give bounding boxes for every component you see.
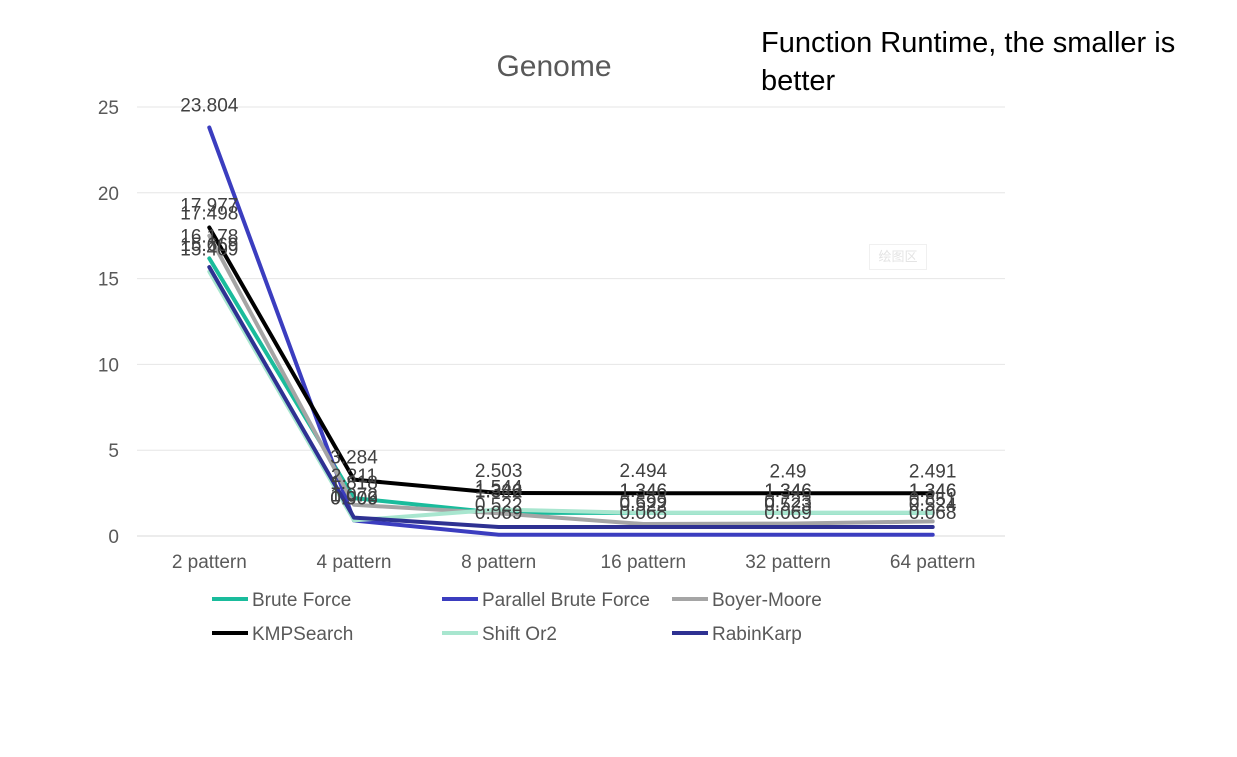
legend-label: KMPSearch (252, 624, 354, 645)
legend-label: RabinKarp (712, 624, 802, 645)
legend-swatch (672, 596, 708, 601)
data-label: 1.346 (909, 481, 957, 502)
data-label: 1.544 (475, 478, 523, 499)
data-label: 1.322 (475, 481, 523, 502)
data-label: 0.851 (909, 489, 957, 510)
legend-swatch (442, 630, 478, 635)
y-tick-label: 25 (98, 98, 119, 119)
series-line-kmpsearch (207, 225, 935, 496)
x-tick-label: 64 pattern (890, 552, 976, 573)
data-label: 16.178 (180, 226, 238, 247)
legend-swatch (442, 596, 478, 601)
chart-title: Genome (496, 50, 611, 83)
legend-item[interactable]: Parallel Brute Force (442, 588, 650, 614)
y-tick-label: 5 (108, 441, 119, 462)
data-labels: 16.178 2.211 1.346 1.346 1.346 1.346 23.804 0.9… (180, 96, 957, 524)
data-label: 2.503 (475, 461, 523, 482)
data-label: 0.069 (764, 503, 812, 524)
data-label: 1.072 (330, 486, 378, 507)
data-label: 1.818 (330, 473, 378, 494)
legend-label: Brute Force (252, 590, 352, 611)
x-tick-label: 8 pattern (461, 552, 536, 573)
legend-swatch (212, 596, 248, 601)
y-tick-label: 15 (98, 270, 119, 291)
data-label: 1.346 (764, 481, 812, 502)
data-label: 0.522 (475, 495, 523, 516)
data-label: 17.498 (180, 204, 238, 225)
data-label: 2.49 (770, 461, 807, 482)
series-lines (207, 125, 935, 537)
gridlines (137, 106, 1005, 537)
legend-item[interactable]: Brute Force (212, 588, 351, 614)
data-label: 1.346 (620, 481, 668, 502)
legend-swatch (672, 630, 708, 635)
series-line-boyer-moore (207, 233, 935, 526)
data-label: 0.524 (909, 495, 957, 516)
data-label: 17.977 (180, 196, 238, 217)
data-label: 0.522 (620, 495, 668, 516)
data-label: 0.068 (909, 503, 957, 524)
legend-item[interactable]: Shift Or2 (442, 622, 557, 648)
series-line-rabinkarp (207, 265, 935, 529)
data-label: 1.346 (620, 481, 668, 502)
data-label: 2.491 (909, 461, 957, 482)
data-label: 0.523 (764, 495, 812, 516)
y-tick-label: 10 (98, 355, 119, 376)
plot-area-badge: 绘图区 (869, 244, 927, 270)
legend-label: Shift Or2 (482, 624, 557, 645)
data-label: 0.906 (330, 488, 378, 509)
data-label: 1.346 (764, 481, 812, 502)
x-tick-label: 32 pattern (745, 552, 831, 573)
legend-item[interactable]: RabinKarp (672, 622, 802, 648)
data-label: 1.346 (475, 481, 523, 502)
data-label: 0.723 (764, 492, 812, 513)
data-label: 0.909 (330, 488, 378, 509)
legend-item[interactable]: Boyer-Moore (672, 588, 822, 614)
x-axis-ticks: 2 pattern 4 pattern 8 pattern 16 pattern 32 … (172, 552, 976, 573)
y-axis-ticks: 0 5 10 15 20 25 (98, 98, 119, 548)
series-line-parallel-brute-force (207, 125, 935, 537)
legend-swatch (212, 630, 248, 635)
data-label: 15.409 (180, 240, 238, 261)
data-label: 0.699 (620, 492, 668, 513)
data-label: 2.494 (620, 461, 668, 482)
data-label: 1.346 (909, 481, 957, 502)
data-label: 2.211 (331, 466, 377, 487)
y-tick-label: 20 (98, 184, 119, 205)
legend-item[interactable]: KMPSearch (212, 622, 353, 648)
data-label: 15.669 (180, 235, 238, 256)
x-tick-label: 2 pattern (172, 552, 247, 573)
y-tick-label: 0 (108, 527, 119, 548)
legend-label: Boyer-Moore (712, 590, 822, 611)
series-line-shift-or2 (207, 269, 935, 523)
data-label: 0.069 (475, 503, 523, 524)
data-label: 23.804 (180, 96, 239, 117)
data-label: 0.068 (620, 503, 668, 524)
x-tick-label: 16 pattern (601, 552, 687, 573)
data-label: 3.284 (330, 448, 378, 469)
series-line-brute-force (207, 256, 935, 515)
legend-label: Parallel Brute Force (482, 590, 650, 611)
x-tick-label: 4 pattern (317, 552, 392, 573)
runtime-note: Function Runtime, the smaller is better (761, 27, 1176, 97)
